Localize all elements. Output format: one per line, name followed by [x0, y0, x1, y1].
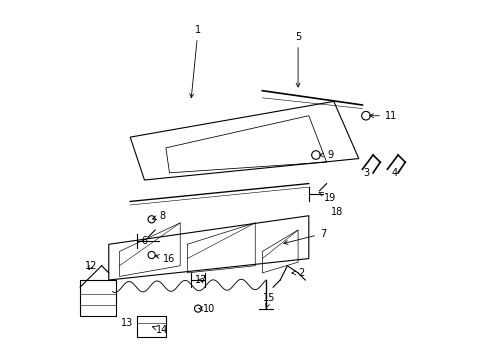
Text: 14: 14 — [152, 325, 168, 335]
Text: 19: 19 — [318, 192, 336, 203]
Text: 17: 17 — [195, 275, 207, 285]
Text: 6: 6 — [141, 236, 147, 246]
Text: 3: 3 — [362, 168, 368, 178]
Text: 16: 16 — [155, 253, 175, 264]
Text: 18: 18 — [330, 207, 343, 217]
Text: 10: 10 — [199, 303, 214, 314]
Text: 9: 9 — [319, 150, 333, 160]
Text: 4: 4 — [391, 168, 397, 178]
Text: 8: 8 — [152, 211, 165, 221]
Text: 15: 15 — [263, 293, 275, 308]
Text: 1: 1 — [189, 25, 201, 98]
Text: 5: 5 — [294, 32, 301, 87]
Text: 13: 13 — [120, 318, 132, 328]
Text: 12: 12 — [84, 261, 97, 271]
Text: 11: 11 — [369, 111, 396, 121]
Text: 2: 2 — [291, 268, 304, 278]
Text: 7: 7 — [283, 229, 325, 244]
